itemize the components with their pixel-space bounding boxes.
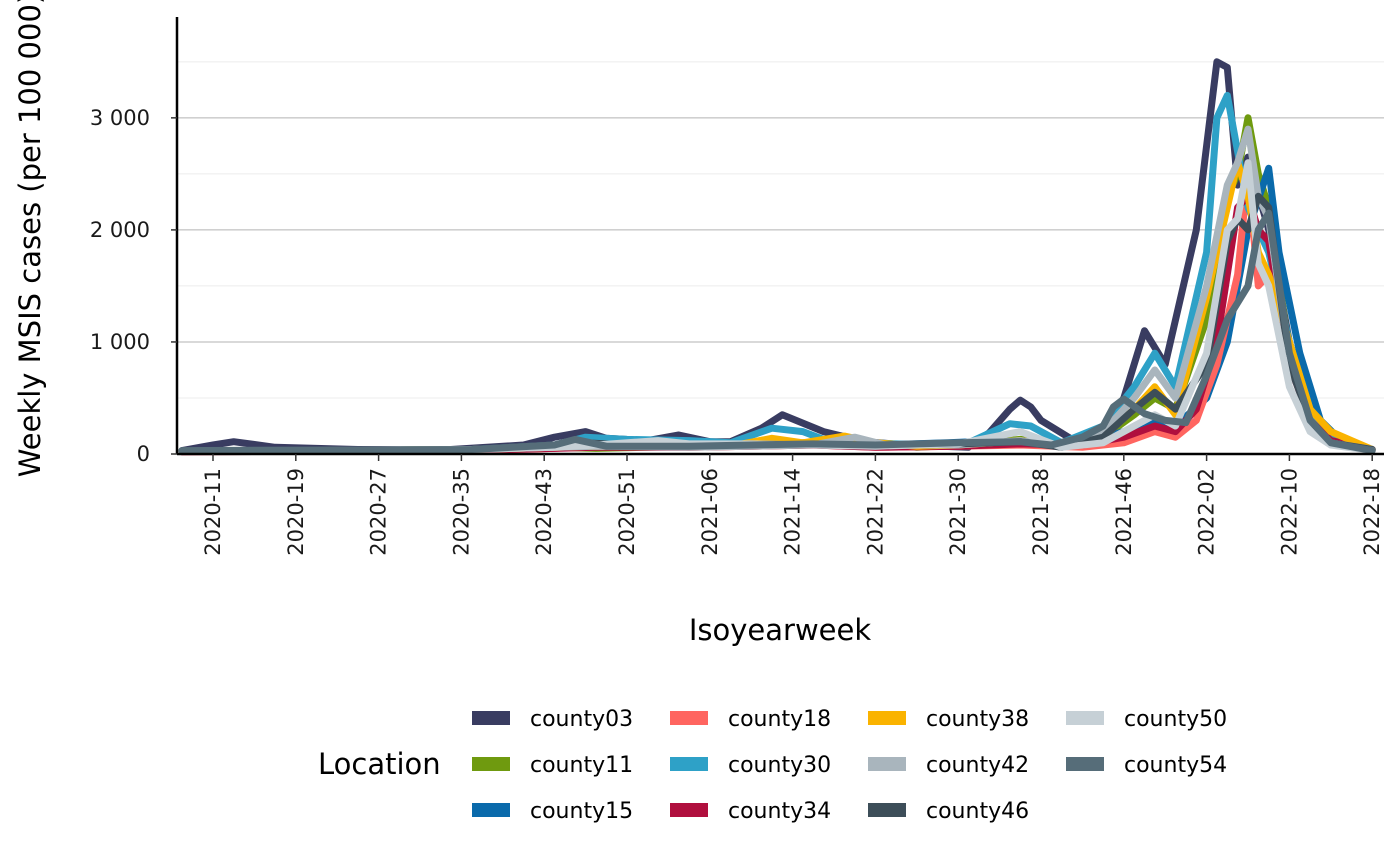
legend-swatch-county38 [868, 711, 906, 725]
legend-label-county30: county30 [728, 753, 831, 778]
y-ticks: 0 1 000 2 000 3 000 [90, 106, 177, 466]
y-tick-label: 2 000 [90, 218, 150, 242]
x-tick-label: 2021-06 [698, 468, 722, 556]
x-tick-label: 2020-35 [449, 468, 473, 556]
legend-label-county38: county38 [926, 707, 1029, 732]
legend-label-county42: county42 [926, 753, 1029, 778]
series-lines [178, 58, 1376, 456]
x-tick-label: 2020-27 [367, 468, 391, 556]
x-axis-title: Isoyearweek [689, 613, 872, 647]
x-tick-label: 2020-51 [615, 468, 639, 556]
x-tick-label: 2021-30 [946, 468, 970, 556]
legend-swatch-county42 [868, 757, 906, 771]
legend-swatch-county30 [670, 757, 708, 771]
x-tick-label: 2021-22 [863, 468, 887, 556]
x-ticks: 2020-11 2020-19 2020-27 2020-35 2020-43 2020-… [201, 454, 1384, 556]
legend-swatch-county15 [472, 803, 510, 817]
legend-title: Location [318, 747, 441, 781]
x-tick-label: 2021-46 [1112, 468, 1136, 556]
legend-swatch-county34 [670, 803, 708, 817]
legend-label-county34: county34 [728, 799, 831, 824]
legend-label-county03: county03 [530, 707, 633, 732]
legend-label-county11: county11 [530, 753, 633, 778]
gridlines [177, 61, 1384, 399]
x-tick-label: 2022-18 [1360, 468, 1384, 556]
legend: county03 county11 county15 county18 county30… [472, 707, 1227, 824]
legend-label-county18: county18 [728, 707, 831, 732]
legend-label-county46: county46 [926, 799, 1029, 824]
legend-label-county54: county54 [1124, 753, 1227, 778]
x-tick-label: 2020-43 [532, 468, 556, 556]
series-line-county54 [178, 209, 1376, 455]
x-tick-label: 2022-02 [1195, 468, 1219, 556]
legend-swatch-county54 [1066, 757, 1104, 771]
legend-swatch-county11 [472, 757, 510, 771]
y-tick-label: 0 [137, 442, 150, 466]
legend-swatch-county46 [868, 803, 906, 817]
x-tick-label: 2020-19 [284, 468, 308, 556]
legend-label-county50: county50 [1124, 707, 1227, 732]
y-axis-title: Weekly MSIS cases (per 100 000) [13, 0, 47, 477]
x-tick-label: 2021-14 [781, 468, 805, 556]
legend-label-county15: county15 [530, 799, 633, 824]
y-tick-label: 1 000 [90, 330, 150, 354]
x-tick-label: 2022-10 [1277, 468, 1301, 556]
legend-swatch-county18 [670, 711, 708, 725]
legend-swatch-county50 [1066, 711, 1104, 725]
y-tick-label: 3 000 [90, 106, 150, 130]
x-tick-label: 2020-11 [201, 468, 225, 556]
legend-swatch-county03 [472, 711, 510, 725]
x-tick-label: 2021-38 [1029, 468, 1053, 556]
